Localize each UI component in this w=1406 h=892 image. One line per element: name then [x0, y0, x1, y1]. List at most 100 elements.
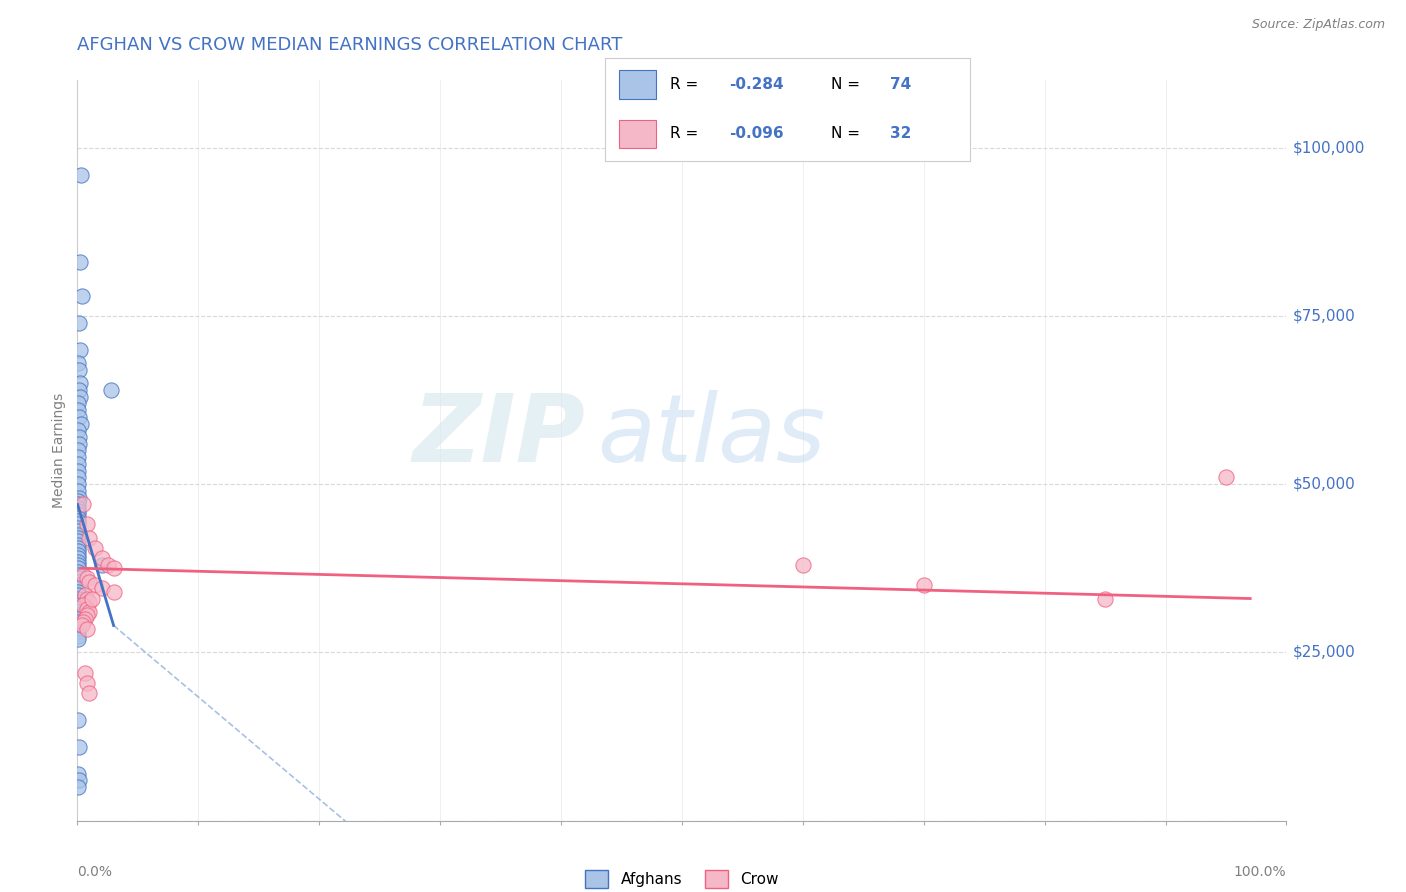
Point — [103, 584, 125, 599]
Point — [67, 508, 90, 522]
Point — [67, 403, 90, 417]
Point — [66, 396, 89, 410]
Point — [84, 578, 107, 592]
Point — [1215, 470, 1237, 484]
Point — [67, 483, 90, 498]
Point — [67, 383, 90, 397]
Point — [66, 561, 89, 575]
Point — [66, 595, 89, 609]
Point — [66, 766, 89, 780]
Text: R =: R = — [671, 77, 703, 92]
Point — [100, 383, 122, 397]
Text: 100.0%: 100.0% — [1234, 865, 1286, 879]
Point — [67, 409, 90, 424]
Point — [90, 551, 112, 566]
Point — [67, 356, 90, 370]
Point — [66, 625, 89, 640]
Point — [66, 605, 89, 619]
Text: $75,000: $75,000 — [1292, 309, 1355, 323]
Point — [67, 436, 90, 450]
Point — [67, 500, 90, 515]
Point — [792, 558, 814, 572]
Point — [90, 558, 112, 572]
Point — [76, 591, 98, 606]
Text: $25,000: $25,000 — [1292, 645, 1355, 660]
Point — [79, 595, 101, 609]
Point — [70, 417, 93, 431]
Point — [1094, 591, 1116, 606]
Point — [66, 601, 89, 615]
Point — [67, 521, 90, 535]
Text: N =: N = — [831, 77, 865, 92]
Point — [67, 491, 90, 505]
Point — [73, 588, 96, 602]
Text: atlas: atlas — [598, 390, 825, 481]
Point — [67, 780, 90, 794]
Point — [70, 288, 93, 302]
Point — [79, 686, 101, 700]
Text: ZIP: ZIP — [412, 390, 585, 482]
Point — [72, 615, 94, 629]
Point — [80, 591, 103, 606]
Point — [66, 608, 89, 623]
Point — [76, 622, 98, 636]
Point — [66, 588, 89, 602]
Point — [66, 524, 89, 539]
Point — [72, 497, 94, 511]
Point — [66, 622, 89, 636]
Point — [66, 504, 89, 518]
Point — [67, 423, 90, 437]
Point — [66, 551, 89, 566]
Text: -0.284: -0.284 — [728, 77, 783, 92]
Point — [69, 390, 91, 404]
Point — [66, 517, 89, 532]
Point — [69, 343, 91, 357]
Point — [67, 362, 90, 376]
Bar — [619, 120, 655, 148]
Point — [69, 255, 91, 269]
Point — [76, 601, 98, 615]
Point — [67, 457, 90, 471]
Point — [76, 571, 98, 585]
Point — [66, 548, 89, 562]
Point — [66, 615, 89, 629]
Text: 32: 32 — [890, 127, 911, 142]
Text: -0.096: -0.096 — [728, 127, 783, 142]
Point — [66, 497, 89, 511]
Point — [66, 443, 89, 458]
Point — [66, 514, 89, 528]
Text: N =: N = — [831, 127, 865, 142]
Point — [66, 538, 89, 552]
Point — [67, 477, 90, 491]
Point — [76, 517, 98, 532]
Point — [70, 618, 93, 632]
Point — [66, 541, 89, 555]
Point — [912, 578, 935, 592]
Text: $100,000: $100,000 — [1292, 140, 1365, 155]
Point — [96, 558, 118, 572]
Point — [66, 612, 89, 626]
Point — [66, 578, 89, 592]
Point — [66, 632, 89, 646]
Point — [66, 554, 89, 569]
Point — [66, 494, 89, 508]
Text: $50,000: $50,000 — [1292, 476, 1355, 491]
Y-axis label: Median Earnings: Median Earnings — [52, 392, 66, 508]
Point — [67, 450, 90, 465]
Point — [84, 541, 107, 555]
Point — [67, 430, 90, 444]
Point — [66, 470, 89, 484]
Point — [66, 574, 89, 589]
Point — [76, 608, 98, 623]
Text: 74: 74 — [890, 77, 911, 92]
Point — [66, 565, 89, 579]
Point — [73, 612, 96, 626]
Point — [66, 527, 89, 541]
Text: R =: R = — [671, 127, 703, 142]
Point — [67, 773, 90, 788]
Point — [66, 584, 89, 599]
Text: Source: ZipAtlas.com: Source: ZipAtlas.com — [1251, 18, 1385, 31]
Point — [72, 599, 94, 613]
Point — [73, 665, 96, 680]
Point — [103, 561, 125, 575]
